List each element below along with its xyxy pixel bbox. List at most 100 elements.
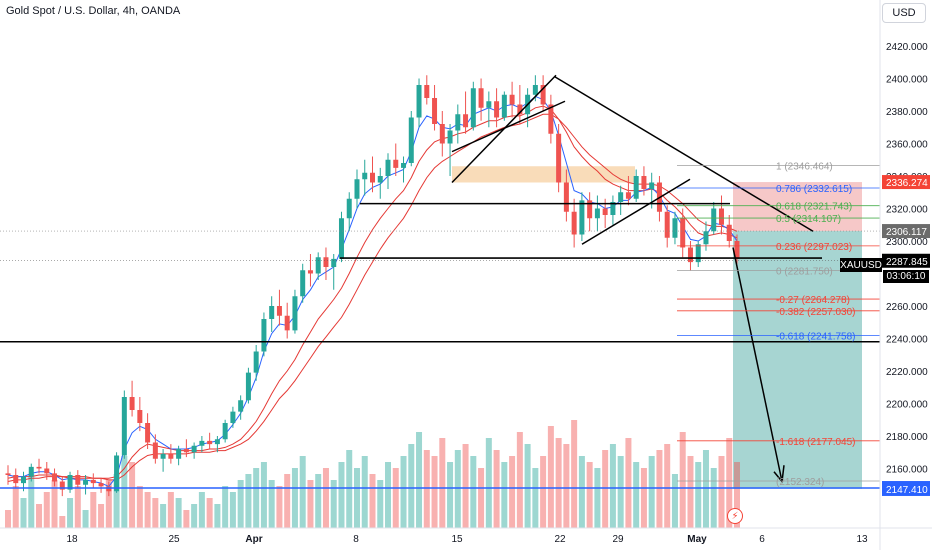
y-tick-label: 2400.000 (886, 75, 928, 86)
candle-body (517, 104, 523, 115)
volume-bar (183, 510, 190, 528)
candle-body (687, 247, 693, 263)
candle-body (563, 182, 569, 212)
y-tick-label: 2320.000 (886, 205, 928, 216)
candle-body (160, 453, 166, 459)
x-tick-label: 29 (612, 534, 624, 545)
fib-label: 0 (2281.750) (776, 267, 833, 278)
fib-label: -0.27 (2264.278) (776, 295, 850, 306)
volume-bar (718, 456, 725, 528)
volume-bar (454, 450, 461, 528)
volume-bar (276, 486, 283, 528)
time-axis: 18 25 Apr 8 15 22 29 May 6 13 (0, 527, 932, 545)
volume-bar (98, 504, 105, 528)
candle-body (238, 400, 244, 412)
volume-bar (315, 474, 322, 528)
price-tag-label: 2336.274 (886, 178, 928, 189)
x-tick-label: 25 (168, 534, 180, 545)
volume-bar (493, 450, 500, 528)
volume-bar (12, 486, 19, 528)
candle-body (98, 483, 104, 487)
volume-bar (346, 450, 353, 528)
candle-body (245, 372, 251, 401)
volume-bar (726, 438, 733, 528)
candle-body (377, 176, 383, 183)
candle-body (222, 423, 228, 440)
volume-bar (586, 462, 593, 528)
fib-label: 0.618 (2321.743) (776, 202, 852, 213)
y-tick-label: 2200.000 (886, 400, 928, 411)
volume-bar (268, 480, 275, 528)
volume-bar (260, 462, 267, 528)
volume-bar (160, 504, 167, 528)
fib-label: 0.5 (2314.107) (776, 214, 841, 225)
candle-body (253, 351, 259, 373)
currency-button[interactable]: USD (882, 3, 926, 23)
candle-body (385, 159, 391, 176)
volume-bar (594, 468, 601, 528)
candle-body (5, 473, 11, 475)
x-tick-label: 6 (759, 534, 765, 545)
volume-bar (431, 456, 438, 528)
x-tick-label: May (687, 534, 707, 545)
volume-bar (710, 468, 717, 528)
candle-body (579, 200, 585, 235)
candle-body (300, 270, 306, 297)
candle-body (121, 397, 127, 456)
candle-body (594, 208, 600, 219)
candle-body (556, 133, 562, 183)
volume-bar (284, 474, 291, 528)
fib-label: -0.382 (2257.030) (776, 307, 856, 318)
candle-body (145, 423, 151, 443)
candle-body (416, 85, 422, 118)
supply-zone (452, 166, 635, 183)
candle-body (362, 172, 368, 180)
candle-body (28, 466, 34, 477)
candle-body (338, 218, 344, 259)
stop-loss-zone (733, 182, 862, 232)
volume-bar (167, 492, 174, 528)
symbol-tag: XAUUSD (840, 258, 882, 272)
volume-bar (617, 456, 624, 528)
x-tick-label: 15 (451, 534, 463, 545)
candle-body (478, 88, 484, 108)
volume-bar (253, 468, 260, 528)
candle-body (346, 198, 352, 219)
volume-bar (447, 462, 454, 528)
projection-arrowhead (773, 465, 785, 484)
symbol-label: XAUUSD (840, 259, 882, 271)
price-tag (882, 481, 930, 496)
fib-label: (2152.324) (776, 477, 824, 488)
volume-bar (408, 444, 415, 528)
fibonacci-levels: 1 (2346.464) 0.786 (2332.615) 0.618 (2321.… (677, 161, 880, 488)
candle-body (408, 117, 414, 163)
volume-bar (439, 438, 446, 528)
volume-bars (5, 420, 740, 528)
price-tag-label: 2147.410 (886, 485, 928, 496)
volume-bar (322, 468, 329, 528)
fib-label: -1.618 (2177.045) (776, 437, 856, 448)
candle-body (114, 455, 120, 492)
candle-body (370, 172, 375, 183)
volume-bar (20, 498, 27, 528)
lightning-icon[interactable]: ⚡ (727, 508, 743, 524)
candle-body (307, 270, 313, 274)
x-tick-label: 18 (66, 534, 78, 545)
volume-bar (214, 504, 221, 528)
candle-body (230, 411, 236, 423)
y-tick-label: 2240.000 (886, 335, 928, 346)
candle-body (354, 179, 360, 199)
chart-title: Gold Spot / U.S. Dollar, 4h, OANDA (6, 5, 181, 17)
volume-bar (129, 462, 136, 528)
candle-body (602, 208, 608, 215)
volume-bar (509, 456, 516, 528)
fib-label: 0.236 (2297.023) (776, 242, 852, 253)
candle-body (540, 85, 546, 105)
price-tag (882, 224, 930, 239)
price-tag-label: 2287.845 (886, 257, 928, 268)
ma-slow (7, 113, 738, 482)
candle-body (83, 479, 89, 485)
candle-body (168, 453, 174, 459)
volume-bar (524, 444, 531, 528)
